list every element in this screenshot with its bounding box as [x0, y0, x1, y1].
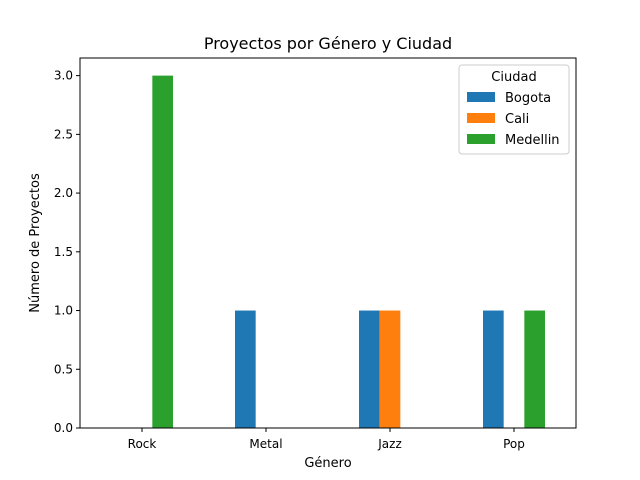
legend-swatch-cali — [467, 113, 495, 123]
legend-swatch-medellin — [467, 134, 495, 144]
bar-medellin-pop — [524, 310, 545, 428]
bar-bogota-metal — [235, 310, 256, 428]
bar-bogota-jazz — [359, 310, 380, 428]
y-axis-label: Número de Proyectos — [28, 173, 43, 313]
legend-title: Ciudad — [491, 70, 536, 85]
y-tick-label: 2.0 — [54, 186, 73, 200]
plot-frame — [79, 57, 577, 429]
y-tick-label: 2.5 — [54, 127, 73, 141]
legend-label-medellin: Medellin — [505, 133, 560, 148]
bar-bogota-pop — [483, 310, 504, 428]
bars-group — [152, 75, 545, 428]
x-axis-label: Género — [304, 456, 351, 471]
x-tick-label: Rock — [128, 437, 157, 451]
x-tick-label: Pop — [503, 437, 525, 451]
y-tick-label: 3.0 — [54, 69, 73, 83]
legend-box — [458, 64, 570, 155]
legend: Ciudad Bogota Cali Medellin — [458, 64, 570, 155]
bar-medellin-rock — [152, 75, 173, 428]
legend-label-cali: Cali — [505, 112, 529, 127]
bar-cali-jazz — [379, 310, 401, 428]
y-tick-label: 1.5 — [54, 245, 73, 259]
axes-group: 0.0 0.5 1.0 1.5 2.0 2.5 3.0 Rock Metal Jazz Pop — [54, 57, 577, 451]
y-tick-label: 0.0 — [54, 421, 73, 435]
legend-swatch-bogota — [467, 92, 495, 102]
chart-title: Proyectos por Género y Ciudad — [204, 34, 452, 53]
y-tick-label: 0.5 — [54, 362, 73, 376]
y-tick-label: 1.0 — [54, 304, 73, 318]
x-tick-label: Metal — [249, 437, 282, 451]
legend-label-bogota: Bogota — [505, 91, 551, 106]
x-tick-label: Jazz — [377, 437, 402, 451]
